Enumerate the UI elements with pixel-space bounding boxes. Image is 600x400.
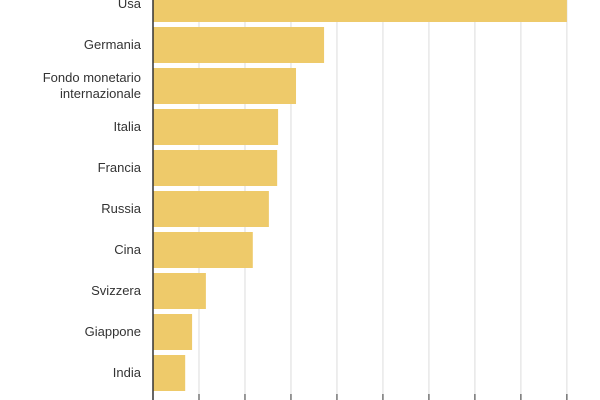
bar — [153, 109, 279, 145]
y-tick-label: Svizzera — [91, 283, 141, 298]
bar — [153, 355, 186, 391]
bar — [153, 191, 269, 227]
y-tick-label: Usa — [117, 0, 141, 11]
bar — [153, 150, 278, 186]
y-tick-label: Russia — [101, 201, 141, 216]
y-tick-label: Francia — [97, 160, 141, 175]
y-tick-label: Germania — [83, 37, 141, 52]
bar — [153, 27, 325, 63]
bar — [153, 314, 193, 350]
y-tick-label: India — [112, 365, 141, 380]
bar — [153, 232, 253, 268]
y-tick-label: Cina — [114, 242, 141, 257]
y-tick-label: Italia — [113, 119, 141, 134]
bar — [153, 0, 567, 22]
bar — [153, 68, 297, 104]
y-tick-label: Giappone — [84, 324, 141, 339]
bar — [153, 273, 206, 309]
y-tick-label: Fondo monetario internazionale — [42, 70, 141, 101]
